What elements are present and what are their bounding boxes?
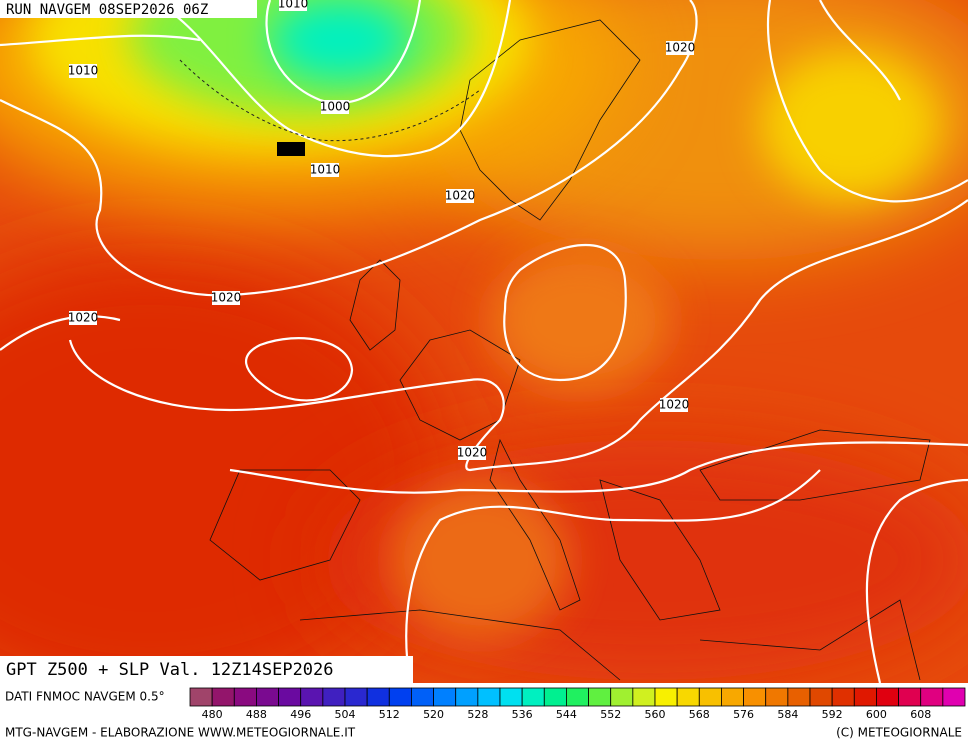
colorbar-tick-label: 488 — [246, 708, 267, 721]
colorbar-tick-label: 512 — [379, 708, 400, 721]
colorbar-tick-label: 576 — [733, 708, 754, 721]
color-box — [366, 687, 390, 707]
isobar-label-bg — [212, 291, 240, 305]
color-box — [942, 687, 966, 707]
color-box — [211, 687, 235, 707]
colorbar-tick-label: 480 — [202, 708, 223, 721]
color-box — [455, 687, 479, 707]
color-box — [654, 687, 678, 707]
isobar-label: 1020 — [211, 291, 242, 305]
color-box — [477, 687, 501, 707]
colorbar-tick-label: 584 — [777, 708, 798, 721]
colorbar-tick-label: 496 — [290, 708, 311, 721]
color-box — [831, 687, 855, 707]
isobar-label: 1020 — [665, 41, 696, 55]
isobar-label-bg — [660, 398, 688, 412]
colorbar-tick-label: 536 — [512, 708, 533, 721]
colorbar-tick-label: 592 — [822, 708, 843, 721]
color-box — [543, 687, 567, 707]
isobar-label-bg — [666, 41, 694, 55]
colorbar-tick-label: 568 — [689, 708, 710, 721]
color-box — [809, 687, 833, 707]
color-box — [256, 687, 279, 707]
footer-left: MTG-NAVGEM - ELABORAZIONE WWW.METEOGIORN… — [5, 726, 356, 740]
color-box — [189, 687, 213, 707]
color-box — [698, 687, 722, 707]
map-title: GPT Z500 + SLP Val. 12Z14SEP2026 — [6, 660, 334, 680]
isobar-label-bg — [279, 0, 307, 11]
color-box — [388, 687, 412, 707]
color-box — [521, 687, 545, 707]
isobar-label-bg — [69, 311, 97, 325]
isobar-label: 1000 — [320, 100, 351, 114]
color-box — [322, 687, 346, 707]
isobar-label: 1020 — [445, 189, 476, 203]
color-box — [433, 687, 457, 707]
color-box — [876, 687, 899, 707]
colorbar-tick-label: 552 — [600, 708, 621, 721]
run-label: RUN NAVGEM 08SEP2026 06Z — [6, 2, 208, 18]
isobar-label-bg — [321, 100, 349, 114]
color-box — [721, 687, 744, 707]
color-box — [898, 687, 922, 707]
map — [0, 0, 968, 683]
color-box — [853, 687, 877, 707]
header-box — [0, 0, 257, 18]
color-box — [566, 687, 589, 707]
colorbar-tick-label: 520 — [423, 708, 444, 721]
color-box — [300, 687, 324, 707]
isobar-label: 1010 — [310, 163, 341, 177]
color-box — [765, 687, 789, 707]
color-box — [787, 687, 811, 707]
footer-right: (C) METEOGIORNALE — [836, 726, 962, 740]
isobar-labels: 1010 1010 1000 552 1010 1020 1020 1020 1020 1020 1… — [68, 0, 696, 460]
isobar-label-bg — [446, 189, 474, 203]
color-box — [344, 687, 368, 707]
colorbar-tick-label: 560 — [645, 708, 666, 721]
isobar-label: 1020 — [68, 311, 99, 325]
isobar-label: 1020 — [659, 398, 690, 412]
color-box — [233, 687, 257, 707]
isobar-label: 1010 — [68, 64, 99, 78]
colorbar: 480 488 496 504 512 520 528 536 544 552 560 568 576 5… — [189, 687, 966, 721]
title-box — [0, 656, 413, 683]
isobar-label: 552 — [280, 142, 303, 156]
color-box — [743, 687, 767, 707]
isobar-label: 1010 — [278, 0, 309, 11]
color-box — [676, 687, 700, 707]
color-box — [411, 687, 434, 707]
color-box — [499, 687, 523, 707]
source-label: DATI FNMOC NAVGEM 0.5° — [5, 690, 165, 704]
colorbar-tick-label: 528 — [467, 708, 488, 721]
color-box — [278, 687, 302, 707]
colorbar-tick-label: 608 — [910, 708, 931, 721]
colorbar-tick-label: 544 — [556, 708, 577, 721]
color-box — [588, 687, 612, 707]
isobar-label-bg — [277, 142, 305, 156]
color-box — [610, 687, 634, 707]
colorbar-tick-label: 504 — [335, 708, 356, 721]
isobar-label: 1020 — [457, 446, 488, 460]
isobar-label-bg — [69, 64, 97, 78]
color-box — [632, 687, 656, 707]
colorbar-tick-label: 600 — [866, 708, 887, 721]
isobar-label-bg — [458, 446, 486, 460]
color-box — [920, 687, 944, 707]
isobar-label-bg — [311, 163, 339, 177]
